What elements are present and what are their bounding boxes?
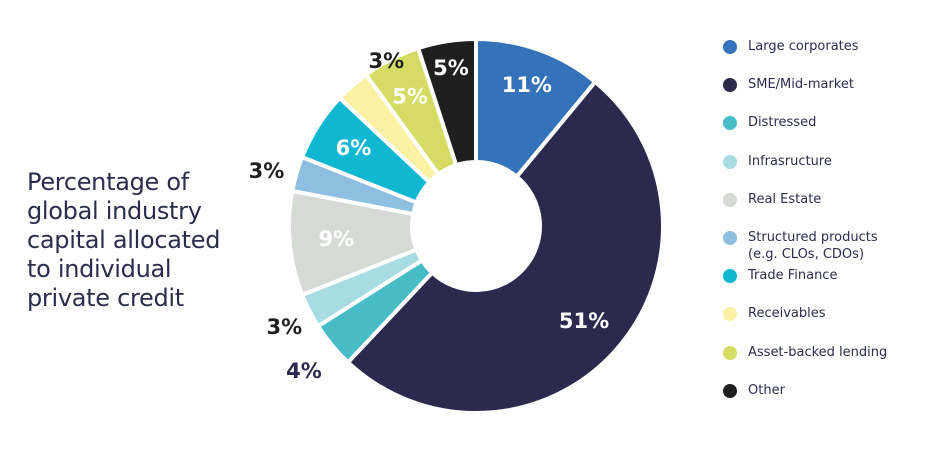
value-label-8: 3%	[369, 49, 405, 73]
value-label-1: 11%	[502, 73, 552, 97]
legend-label: Distressed	[748, 115, 817, 131]
legend-label: SME/Mid-market	[748, 77, 854, 93]
legend-label: Trade Finance	[748, 268, 838, 284]
legend-swatch	[723, 78, 737, 93]
slice-large-corporates	[474, 37, 598, 179]
legend-swatch	[723, 269, 737, 284]
chart-title: Percentage of global industry capital al…	[27, 168, 221, 312]
value-label-2: 51%	[559, 309, 609, 333]
legend-label: Receivables	[748, 306, 826, 322]
value-label-9: 5%	[392, 85, 428, 109]
legend-swatch	[723, 40, 737, 54]
slices-group	[287, 37, 665, 415]
legend-label: Infrasructure	[748, 153, 832, 169]
legend-swatch	[723, 116, 737, 131]
slice-sme-mid-market	[345, 79, 665, 415]
legend-label: Structured products (e.g. CLOs, CDOs)	[748, 229, 878, 262]
legend-swatch	[723, 383, 737, 398]
legend-swatch	[723, 154, 737, 169]
value-label-7: 6%	[336, 136, 372, 160]
legend-label: Other	[748, 382, 785, 398]
legend-swatch	[723, 345, 737, 360]
value-label-6: 3%	[249, 159, 285, 183]
value-label-4: 3%	[267, 315, 303, 339]
legend-label: Large corporates	[748, 39, 859, 54]
legend-swatch	[723, 230, 737, 245]
value-label-3: 4%	[286, 359, 322, 383]
slice-other	[416, 37, 478, 168]
value-label-5: 9%	[319, 227, 355, 251]
legend-swatch	[723, 307, 737, 322]
legend-swatch	[723, 192, 737, 207]
value-label-10: 5%	[433, 56, 469, 80]
legend-label: Asset-backed lending	[748, 344, 888, 360]
legend-label: Real Estate	[748, 191, 822, 207]
value-labels-group: 11% 51% 4% 3% 9% 3% 6% 3% 5%5%	[249, 49, 610, 383]
